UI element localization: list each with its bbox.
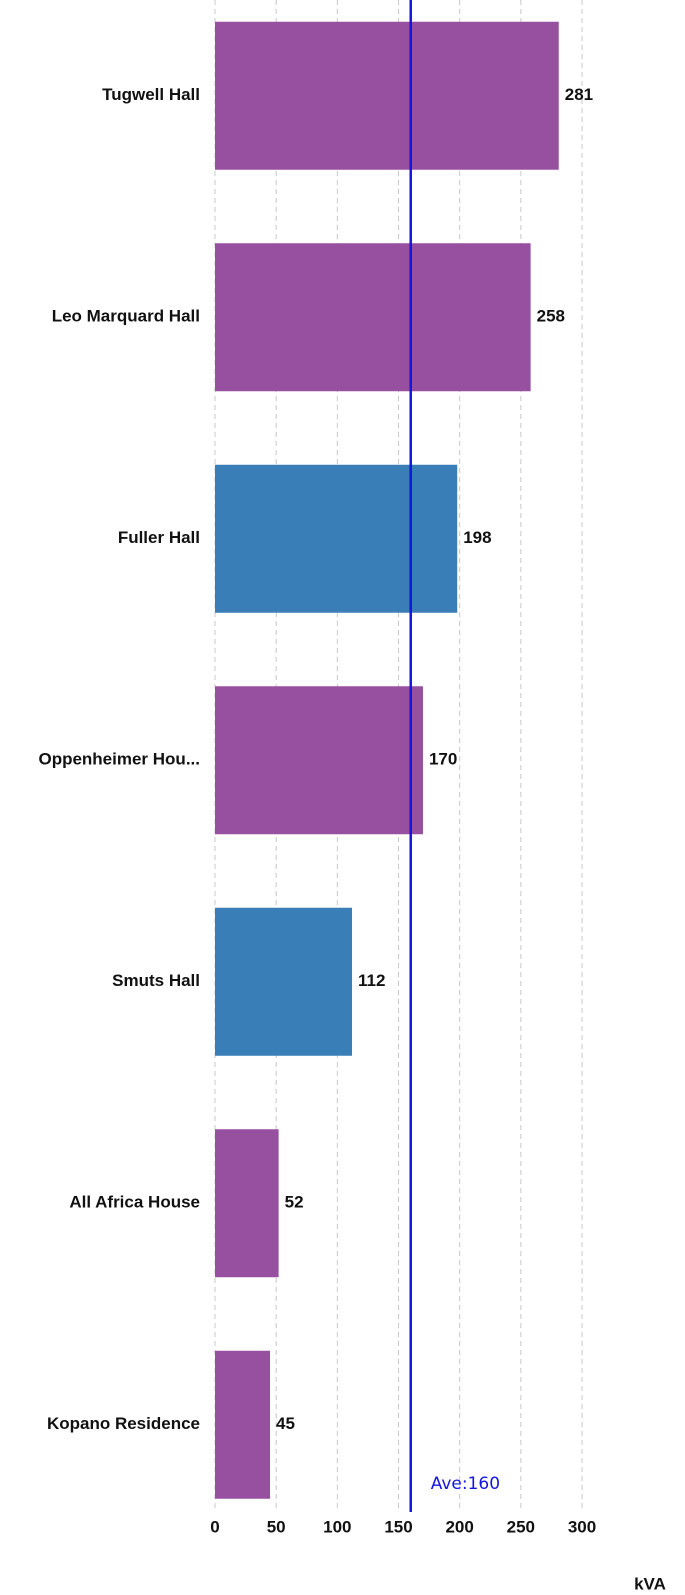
y-tick-label: All Africa House bbox=[69, 1193, 200, 1212]
x-tick-label: 100 bbox=[323, 1517, 351, 1536]
value-label: 52 bbox=[285, 1193, 304, 1212]
bar bbox=[215, 1350, 271, 1499]
y-tick-label: Fuller Hall bbox=[118, 528, 200, 547]
x-tick-label: 0 bbox=[210, 1517, 219, 1536]
x-tick-label: 50 bbox=[267, 1517, 286, 1536]
bar bbox=[215, 1129, 279, 1278]
value-label: 45 bbox=[276, 1414, 295, 1433]
value-label: 170 bbox=[429, 750, 457, 769]
y-tick-label: Tugwell Hall bbox=[102, 85, 200, 104]
bar bbox=[215, 21, 559, 170]
y-tick-label: Kopano Residence bbox=[47, 1414, 200, 1433]
value-label: 281 bbox=[565, 85, 593, 104]
y-tick-label: Smuts Hall bbox=[112, 971, 200, 990]
average-label: Ave:160 bbox=[431, 1474, 500, 1494]
value-label: 198 bbox=[463, 528, 491, 547]
bar bbox=[215, 464, 458, 613]
value-label: 258 bbox=[537, 307, 565, 326]
bar bbox=[215, 907, 353, 1056]
value-label: 112 bbox=[358, 971, 385, 990]
x-tick-label: 250 bbox=[507, 1517, 535, 1536]
x-tick-label: 200 bbox=[445, 1517, 473, 1536]
x-axis-label: kVA bbox=[634, 1574, 666, 1593]
x-tick-label: 300 bbox=[568, 1517, 596, 1536]
x-tick-label: 150 bbox=[384, 1517, 412, 1536]
bar bbox=[215, 686, 423, 835]
bar bbox=[215, 243, 531, 392]
y-tick-label: Oppenheimer Hou... bbox=[38, 750, 200, 769]
y-tick-label: Leo Marquard Hall bbox=[52, 307, 200, 326]
